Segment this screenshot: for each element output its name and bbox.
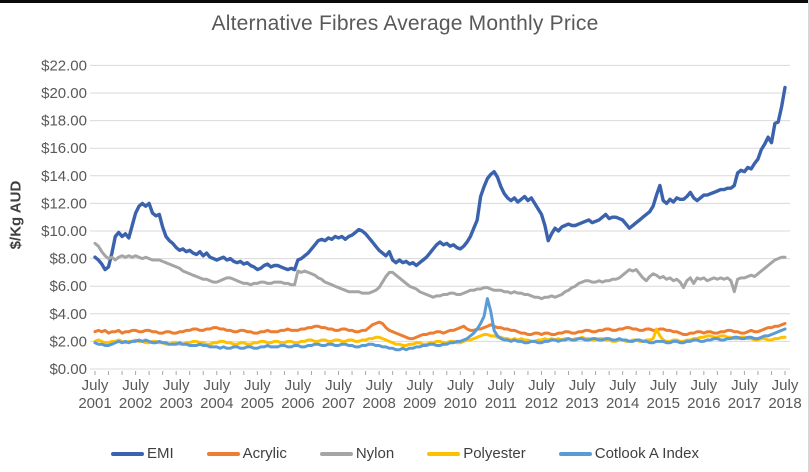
legend-swatch-icon <box>111 451 144 456</box>
series-line-acrylic <box>93 320 787 341</box>
x-axis-year-label: 2016 <box>687 395 720 412</box>
x-axis-year-label: 2015 <box>647 395 680 412</box>
y-axis-tick-label: $20.00 <box>41 85 87 102</box>
x-axis-month-label: July <box>82 377 109 394</box>
x-axis-month-label: July <box>528 377 555 394</box>
legend-label: Cotlook A Index <box>594 445 699 462</box>
x-axis-year-label: 2003 <box>159 395 192 412</box>
legend-label: Acrylic <box>242 445 287 462</box>
y-axis-tick-label: $14.00 <box>41 168 87 185</box>
x-axis-month-label: July <box>650 377 677 394</box>
legend-label: Polyester <box>463 445 526 462</box>
x-axis-month-label: July <box>731 377 758 394</box>
x-axis-year-label: 2006 <box>281 395 314 412</box>
legend-item-acrylic: Acrylic <box>206 445 287 462</box>
legend-swatch-icon <box>319 451 353 456</box>
x-axis-month-label: July <box>772 377 799 394</box>
x-axis-year-label: 2011 <box>485 395 517 412</box>
legend-item-polyester: Polyester <box>427 445 526 462</box>
x-axis-month-label: July <box>325 377 352 394</box>
x-axis-year-label: 2005 <box>241 395 274 412</box>
window-top-border <box>0 0 810 3</box>
x-axis-month-label: July <box>690 377 717 394</box>
chart-title: Alternative Fibres Average Monthly Price <box>211 12 599 35</box>
x-axis-year-label: 2014 <box>606 395 639 412</box>
y-axis-tick-label: $4.00 <box>49 306 87 323</box>
chart-legend: EMI Acrylic Nylon Polyester Cotlook A Index <box>0 445 810 462</box>
x-axis-month-label: July <box>569 377 596 394</box>
y-axis-tick-label: $0.00 <box>49 361 87 378</box>
x-axis-month-label: July <box>406 377 433 394</box>
x-axis-year-label: 2018 <box>768 395 801 412</box>
y-axis-tick-label: $18.00 <box>41 113 87 130</box>
x-axis-year-label: 2008 <box>362 395 395 412</box>
x-axis-month-label: July <box>609 377 636 394</box>
y-axis-tick-label: $8.00 <box>49 251 87 268</box>
legend-item-nylon: Nylon <box>319 445 395 462</box>
legend-swatch-icon <box>206 451 240 456</box>
x-axis-year-label: 2002 <box>119 395 152 412</box>
window-right-edge <box>808 0 810 472</box>
x-axis-year-label: 2013 <box>565 395 598 412</box>
x-axis-month-label: July <box>203 377 230 394</box>
legend-label: Nylon <box>355 445 395 462</box>
x-axis-month-label: July <box>285 377 312 394</box>
x-axis-month-label: July <box>244 377 271 394</box>
x-axis-month-label: July <box>122 377 149 394</box>
x-axis-year-label: 2012 <box>525 395 558 412</box>
x-axis-year-label: 2007 <box>322 395 355 412</box>
y-axis-tick-label: $6.00 <box>49 278 87 295</box>
y-axis-tick-label: $22.00 <box>41 57 87 74</box>
y-axis-tick-label: $12.00 <box>41 195 87 212</box>
legend-swatch-icon <box>558 451 592 456</box>
x-axis-year-label: 2001 <box>78 395 111 412</box>
legend-item-emi: EMI <box>111 445 174 462</box>
series-line-emi <box>93 85 787 272</box>
series-line-cotlook-a-index <box>93 297 787 352</box>
y-axis-tick-label: $2.00 <box>49 333 87 350</box>
legend-swatch-icon <box>427 451 461 456</box>
legend-item-cotlook-a-index: Cotlook A Index <box>558 445 699 462</box>
y-axis-tick-label: $10.00 <box>41 223 87 240</box>
y-axis-tick-label: $16.00 <box>41 140 87 157</box>
x-axis-month-label: July <box>447 377 474 394</box>
x-axis-year-label: 2009 <box>403 395 436 412</box>
x-axis-month-label: July <box>163 377 190 394</box>
x-axis-year-label: 2004 <box>200 395 233 412</box>
series-line-nylon <box>93 241 787 301</box>
x-axis-year-label: 2010 <box>444 395 477 412</box>
x-axis-year-label: 2017 <box>728 395 761 412</box>
x-axis-month-label: July <box>488 377 515 394</box>
legend-label: EMI <box>147 445 174 462</box>
x-axis-month-label: July <box>366 377 393 394</box>
